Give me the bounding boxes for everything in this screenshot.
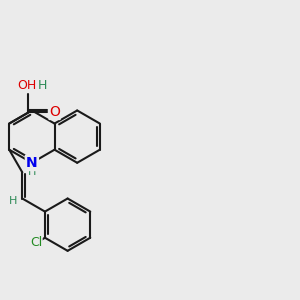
Text: Cl: Cl — [30, 236, 42, 249]
Text: N: N — [26, 156, 38, 170]
Text: O: O — [49, 105, 60, 119]
Text: H: H — [28, 167, 36, 177]
Text: H: H — [38, 79, 47, 92]
Text: H: H — [9, 196, 17, 206]
Text: OH: OH — [17, 79, 37, 92]
